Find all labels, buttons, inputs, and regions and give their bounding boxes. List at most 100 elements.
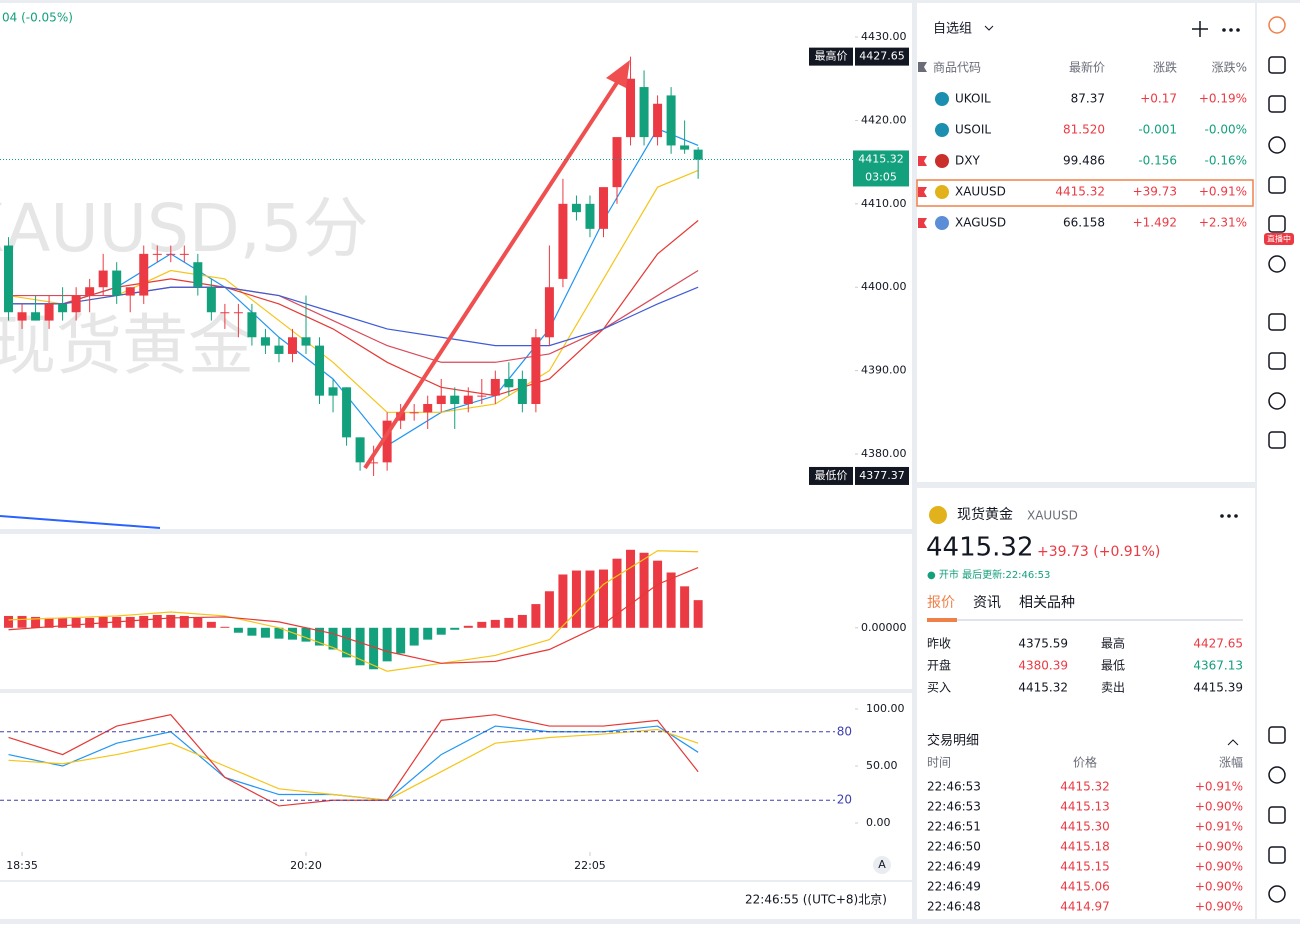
x-tick-label: 22:05 (574, 859, 606, 872)
symbol-icon (935, 216, 949, 230)
candle-body (125, 287, 135, 296)
stat-value: 4375.59 (1018, 637, 1068, 651)
candle-body (206, 287, 216, 313)
auto-button[interactable] (873, 856, 891, 874)
sidebar-icon[interactable] (1268, 766, 1286, 784)
watchlist-title[interactable]: 自选组 (933, 22, 972, 37)
sidebar-icon[interactable] (1268, 431, 1286, 449)
detail-more[interactable] (1220, 514, 1238, 518)
macd-bar (693, 600, 703, 628)
y-tick-label: 0.00000 (861, 621, 907, 634)
candle-body (517, 378, 527, 404)
stat-value: 4415.32 (1018, 681, 1068, 695)
candle-body (382, 420, 392, 463)
cell: +0.91% (1199, 185, 1247, 199)
auto-label[interactable]: A (878, 858, 886, 871)
trade-cell: +0.90% (1195, 900, 1243, 914)
candle-body (31, 312, 41, 321)
price-tag-label: 最高价 (815, 49, 848, 63)
candle-body (558, 203, 568, 279)
sidebar-icon[interactable] (1268, 885, 1286, 903)
macd-bar (287, 627, 297, 640)
macd-bar (71, 617, 81, 628)
cell: -0.00% (1205, 123, 1247, 137)
macd-bar (166, 614, 176, 628)
indicator-line (8, 550, 699, 672)
macd-bar (450, 627, 460, 630)
stat-value: 4367.13 (1193, 659, 1243, 673)
macd-bar (315, 627, 325, 646)
candle-body (653, 103, 663, 138)
trade-cell: 4415.15 (1060, 860, 1110, 874)
detail-code: XAUUSD (1027, 509, 1078, 523)
add-icon[interactable] (1192, 21, 1208, 37)
y-tick-label: 0.00 (866, 816, 891, 829)
tab[interactable]: 资讯 (973, 595, 1001, 611)
macd-bar (31, 616, 41, 628)
status-time: 22:46:55 ((UTC+8)北京) (745, 893, 887, 907)
sidebar-icon[interactable] (1268, 352, 1286, 370)
tab[interactable]: 相关品种 (1019, 595, 1075, 611)
indicator-line (8, 714, 699, 807)
cell: 4415.32 (1055, 185, 1105, 199)
candle-body (504, 378, 514, 388)
candle-body (585, 203, 595, 229)
sidebar-icon[interactable] (1268, 313, 1286, 331)
cell: XAGUSD (955, 216, 1006, 230)
candle-body (193, 262, 203, 288)
candle-body (233, 312, 243, 314)
cell: XAUUSD (955, 185, 1006, 199)
candle-body (328, 387, 338, 396)
trade-cell: 4415.32 (1060, 780, 1110, 794)
cell: 81.520 (1063, 123, 1105, 137)
symbol-icon (935, 154, 949, 168)
macd-bar (328, 627, 338, 650)
sidebar-icon[interactable] (1268, 806, 1286, 824)
candle-body (666, 95, 676, 146)
macd-bar (125, 616, 135, 628)
sidebar-icon[interactable] (1268, 846, 1286, 864)
sidebar-icon[interactable] (1268, 136, 1286, 154)
flag (918, 218, 927, 228)
indicator-line (8, 220, 699, 397)
candle-body (44, 303, 54, 321)
macd-bar (598, 569, 608, 628)
symbol-icon (935, 92, 949, 106)
sidebar-icon[interactable] (1268, 726, 1286, 744)
trend-line (0, 515, 161, 529)
trade-cell: +0.90% (1195, 860, 1243, 874)
macd-bar (558, 574, 568, 628)
candle-body (247, 312, 257, 338)
sidebar-icon[interactable] (1268, 176, 1286, 194)
macd-bar (206, 621, 216, 628)
macd-bar (477, 621, 487, 628)
y-tick-label: 4380.00 (861, 447, 907, 460)
candle-body (58, 303, 68, 313)
trade-cell: +0.90% (1195, 840, 1243, 854)
column-header: 涨跌% (1212, 60, 1247, 75)
candle-body (98, 270, 108, 288)
macd-bar (504, 617, 514, 628)
more-icon[interactable] (1222, 28, 1240, 32)
tab-underline (927, 618, 957, 622)
tab[interactable]: 报价 (927, 595, 955, 611)
last-price-tag (853, 150, 909, 187)
price-tag-label: 最低价 (815, 469, 848, 482)
sidebar-icon[interactable] (1268, 255, 1286, 273)
macd-bar (423, 627, 433, 640)
collapse-icon[interactable] (1227, 739, 1239, 746)
sidebar-icon[interactable] (1268, 16, 1286, 34)
sidebar-icon[interactable] (1268, 95, 1286, 113)
candle-body (598, 187, 608, 229)
sidebar-icon[interactable] (1268, 56, 1286, 74)
flag (918, 62, 927, 72)
trade-cell: 22:46:48 (927, 900, 981, 914)
trades-header: 时间 (927, 756, 951, 770)
stat-label: 昨收 (927, 637, 951, 651)
sidebar-icon[interactable] (1268, 392, 1286, 410)
candle-body (531, 337, 541, 404)
sidebar-icon[interactable] (1268, 215, 1286, 233)
trade-cell: 4415.30 (1060, 820, 1110, 834)
stat-label: 最低 (1101, 659, 1125, 673)
trade-cell: +0.91% (1195, 820, 1243, 834)
